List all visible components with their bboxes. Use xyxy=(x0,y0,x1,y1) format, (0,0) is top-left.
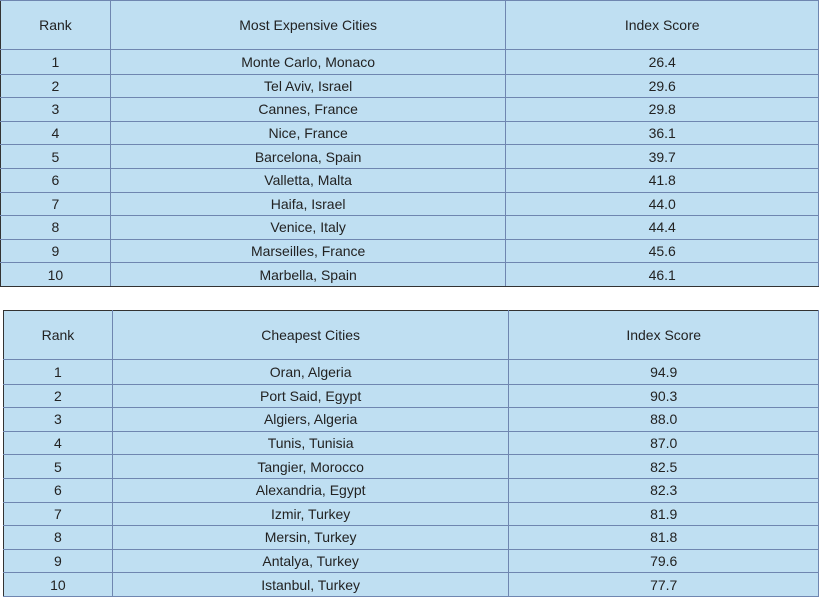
rank-cell: 2 xyxy=(3,383,113,409)
table-row: 1 Oran, Algeria 94.9 xyxy=(3,359,819,385)
header-index-score: Index Score xyxy=(508,310,819,360)
city-cell: Tel Aviv, Israel xyxy=(109,73,507,99)
rank-cell: 3 xyxy=(0,97,111,122)
score-cell: 44.0 xyxy=(505,191,819,217)
score-cell: 90.3 xyxy=(508,383,819,409)
table-row: 5 Tangier, Morocco 82.5 xyxy=(3,454,819,479)
header-city: Cheapest Cities xyxy=(111,310,510,360)
rank-cell: 6 xyxy=(3,477,113,503)
score-cell: 46.1 xyxy=(505,262,819,287)
table-row: 4 Nice, France 36.1 xyxy=(0,120,819,146)
table-row: 2 Tel Aviv, Israel 29.6 xyxy=(0,73,819,99)
rank-cell: 7 xyxy=(0,191,111,217)
table-row: 2 Port Said, Egypt 90.3 xyxy=(3,383,819,409)
rank-cell: 5 xyxy=(0,144,111,169)
table-row: 10 Istanbul, Turkey 77.7 xyxy=(3,572,819,597)
score-cell: 29.8 xyxy=(505,97,819,122)
city-cell: Cannes, France xyxy=(109,97,507,122)
score-cell: 79.6 xyxy=(508,548,819,574)
rank-cell: 10 xyxy=(3,572,113,597)
table-row: 9 Marseilles, France 45.6 xyxy=(0,238,819,264)
score-cell: 88.0 xyxy=(508,407,819,432)
table-row: 6 Valletta, Malta 41.8 xyxy=(0,167,819,193)
score-cell: 77.7 xyxy=(508,572,819,597)
header-index-score: Index Score xyxy=(505,0,819,50)
rank-cell: 1 xyxy=(0,49,111,75)
table-row: 5 Barcelona, Spain 39.7 xyxy=(0,144,819,169)
city-cell: Tangier, Morocco xyxy=(111,454,510,479)
header-row: Rank Most Expensive Cities Index Score xyxy=(0,0,819,50)
city-cell: Oran, Algeria xyxy=(111,359,510,385)
table-row: 7 Haifa, Israel 44.0 xyxy=(0,191,819,217)
table-row: 6 Alexandria, Egypt 82.3 xyxy=(3,477,819,503)
city-cell: Haifa, Israel xyxy=(109,191,507,217)
city-cell: Marseilles, France xyxy=(109,238,507,264)
score-cell: 81.8 xyxy=(508,525,819,550)
header-rank: Rank xyxy=(3,310,113,360)
most-expensive-cities-table: Rank Most Expensive Cities Index Score 1… xyxy=(0,0,819,287)
score-cell: 36.1 xyxy=(505,120,819,146)
header-rank: Rank xyxy=(0,0,111,50)
table-row: 9 Antalya, Turkey 79.6 xyxy=(3,548,819,574)
score-cell: 81.9 xyxy=(508,501,819,527)
score-cell: 29.6 xyxy=(505,73,819,99)
rank-cell: 5 xyxy=(3,454,113,479)
table-row: 3 Cannes, France 29.8 xyxy=(0,97,819,122)
score-cell: 45.6 xyxy=(505,238,819,264)
city-cell: Antalya, Turkey xyxy=(111,548,510,574)
city-cell: Venice, Italy xyxy=(109,215,507,240)
city-cell: Alexandria, Egypt xyxy=(111,477,510,503)
city-cell: Monte Carlo, Monaco xyxy=(109,49,507,75)
city-cell: Izmir, Turkey xyxy=(111,501,510,527)
city-cell: Nice, France xyxy=(109,120,507,146)
score-cell: 44.4 xyxy=(505,215,819,240)
rank-cell: 4 xyxy=(3,430,113,456)
rank-cell: 9 xyxy=(3,548,113,574)
rank-cell: 1 xyxy=(3,359,113,385)
score-cell: 26.4 xyxy=(505,49,819,75)
table-row: 10 Marbella, Spain 46.1 xyxy=(0,262,819,287)
city-cell: Algiers, Algeria xyxy=(111,407,510,432)
table-row: 3 Algiers, Algeria 88.0 xyxy=(3,407,819,432)
rank-cell: 7 xyxy=(3,501,113,527)
rank-cell: 2 xyxy=(0,73,111,99)
table-row: 1 Monte Carlo, Monaco 26.4 xyxy=(0,49,819,75)
city-cell: Mersin, Turkey xyxy=(111,525,510,550)
cheapest-cities-table: Rank Cheapest Cities Index Score 1 Oran, … xyxy=(3,310,819,597)
score-cell: 87.0 xyxy=(508,430,819,456)
rank-cell: 8 xyxy=(3,525,113,550)
city-cell: Istanbul, Turkey xyxy=(111,572,510,597)
score-cell: 82.3 xyxy=(508,477,819,503)
rank-cell: 3 xyxy=(3,407,113,432)
rank-cell: 10 xyxy=(0,262,111,287)
city-cell: Barcelona, Spain xyxy=(109,144,507,169)
rank-cell: 9 xyxy=(0,238,111,264)
table-row: 4 Tunis, Tunisia 87.0 xyxy=(3,430,819,456)
table-row: 8 Venice, Italy 44.4 xyxy=(0,215,819,240)
city-cell: Port Said, Egypt xyxy=(111,383,510,409)
table-row: 8 Mersin, Turkey 81.8 xyxy=(3,525,819,550)
city-cell: Valletta, Malta xyxy=(109,167,507,193)
rank-cell: 8 xyxy=(0,215,111,240)
rank-cell: 6 xyxy=(0,167,111,193)
score-cell: 94.9 xyxy=(508,359,819,385)
city-cell: Marbella, Spain xyxy=(109,262,507,287)
header-city: Most Expensive Cities xyxy=(109,0,507,50)
table-row: 7 Izmir, Turkey 81.9 xyxy=(3,501,819,527)
header-row: Rank Cheapest Cities Index Score xyxy=(3,310,819,360)
city-cell: Tunis, Tunisia xyxy=(111,430,510,456)
score-cell: 39.7 xyxy=(505,144,819,169)
rank-cell: 4 xyxy=(0,120,111,146)
score-cell: 82.5 xyxy=(508,454,819,479)
score-cell: 41.8 xyxy=(505,167,819,193)
